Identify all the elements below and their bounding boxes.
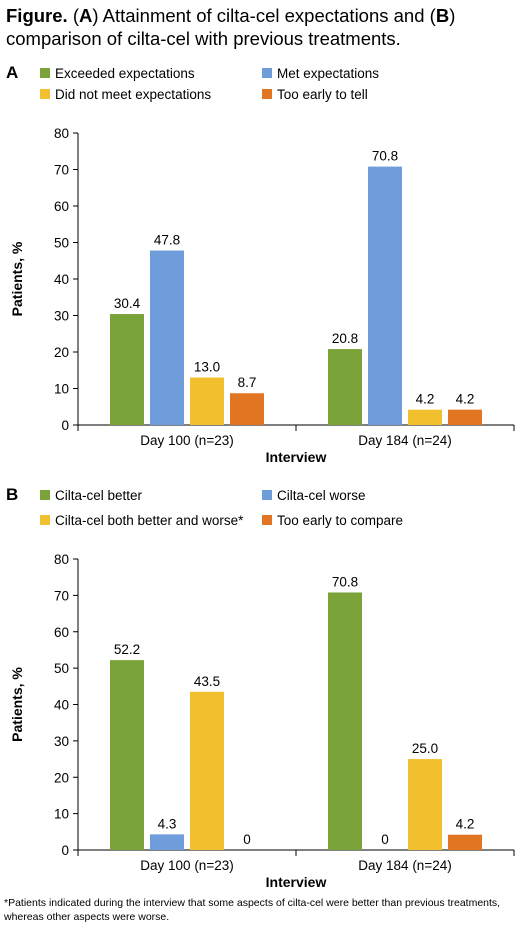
data-label-a-1-2: 4.2 — [416, 392, 435, 407]
chart-panel-b: B Cilta-cel better Cilta-cel worse Cilta-ce… — [6, 485, 515, 890]
figure-title-lead: Figure. — [6, 5, 68, 26]
bar-a-1-3 — [448, 409, 482, 425]
legend-swatch-b-1 — [262, 490, 272, 500]
bar-b-1-3 — [448, 834, 482, 850]
x-tick-label-b-0: Day 100 (n=23) — [140, 858, 233, 873]
y-axis-title-a: Patients, % — [9, 241, 25, 316]
legend-label-a-2: Did not meet expectations — [55, 87, 211, 102]
x-tick-label-a-0: Day 100 (n=23) — [140, 433, 233, 448]
bar-b-0-2 — [190, 691, 224, 850]
data-label-b-1-3: 4.2 — [456, 817, 475, 832]
x-axis-title-a: Interview — [266, 449, 327, 465]
y-tick-label-a-8: 80 — [54, 126, 69, 141]
y-tick-label-a-1: 10 — [54, 382, 69, 397]
y-tick-label-b-6: 60 — [54, 625, 69, 640]
bar-b-1-0 — [328, 592, 362, 850]
y-tick-label-a-5: 50 — [54, 236, 69, 251]
y-tick-label-a-3: 30 — [54, 309, 69, 324]
legend-swatch-a-1 — [262, 68, 272, 78]
y-tick-label-b-4: 40 — [54, 698, 69, 713]
data-label-b-1-0: 70.8 — [332, 574, 358, 589]
y-tick-label-a-0: 0 — [61, 418, 69, 433]
y-tick-label-b-5: 50 — [54, 661, 69, 676]
legend-label-b-1: Cilta-cel worse — [277, 488, 366, 503]
data-label-b-0-3: 0 — [243, 832, 251, 847]
data-label-a-1-3: 4.2 — [456, 392, 475, 407]
y-tick-label-b-0: 0 — [61, 843, 69, 858]
footnote: *Patients indicated during the interview… — [4, 897, 501, 923]
data-label-a-0-1: 47.8 — [154, 233, 180, 248]
y-tick-label-b-2: 20 — [54, 770, 69, 785]
x-axis-title-b: Interview — [266, 874, 327, 890]
legend-swatch-b-2 — [40, 515, 50, 525]
legend-label-a-0: Exceeded expectations — [55, 66, 195, 81]
legend-label-a-1: Met expectations — [277, 66, 379, 81]
x-tick-label-b-1: Day 184 (n=24) — [358, 858, 451, 873]
bar-b-1-2 — [408, 759, 442, 850]
y-tick-label-b-1: 10 — [54, 807, 69, 822]
bar-b-0-0 — [110, 660, 144, 850]
y-tick-label-b-3: 30 — [54, 734, 69, 749]
data-label-b-0-0: 52.2 — [114, 642, 140, 657]
bar-a-1-0 — [328, 349, 362, 425]
panel-letter-b: B — [6, 485, 18, 504]
data-label-a-1-1: 70.8 — [372, 149, 398, 164]
bar-a-0-2 — [190, 377, 224, 425]
y-tick-label-b-8: 80 — [54, 552, 69, 567]
data-label-b-0-2: 43.5 — [194, 674, 220, 689]
data-label-a-1-0: 20.8 — [332, 331, 358, 346]
figure-title-panel-b: B — [435, 5, 450, 26]
bar-a-0-3 — [230, 393, 264, 425]
legend-label-b-0: Cilta-cel better — [55, 488, 143, 503]
figure-title: Figure. (A) Attainment of cilta-cel expe… — [6, 4, 514, 50]
bar-a-1-2 — [408, 409, 442, 425]
data-label-a-0-0: 30.4 — [114, 296, 141, 311]
legend-label-b-2: Cilta-cel both better and worse* — [55, 513, 244, 528]
legend-swatch-a-0 — [40, 68, 50, 78]
data-label-a-0-3: 8.7 — [238, 375, 257, 390]
y-axis-title-b: Patients, % — [9, 667, 25, 742]
figure-title-p1: ( — [72, 5, 79, 26]
panel-letter-a: A — [6, 63, 18, 82]
data-label-b-1-2: 25.0 — [412, 741, 438, 756]
x-tick-label-a-1: Day 184 (n=24) — [358, 433, 451, 448]
bar-b-0-1 — [150, 834, 184, 850]
y-tick-label-a-2: 20 — [54, 345, 69, 360]
figure-title-p2: ) Attainment of cilta-cel expectations a… — [92, 5, 436, 26]
legend-label-a-3: Too early to tell — [277, 87, 368, 102]
bar-a-1-1 — [368, 166, 402, 425]
legend-swatch-a-3 — [262, 89, 272, 99]
legend-label-b-3: Too early to compare — [277, 513, 403, 528]
data-label-b-0-1: 4.3 — [158, 816, 177, 831]
data-label-a-0-2: 13.0 — [194, 360, 220, 375]
legend-swatch-b-0 — [40, 490, 50, 500]
figure-title-panel-a: A — [78, 5, 93, 26]
figure-title-p3: ) comparison of cilta-cel with previous … — [6, 5, 456, 49]
y-tick-label-a-6: 60 — [54, 199, 69, 214]
bar-a-0-1 — [150, 250, 184, 425]
legend-swatch-b-3 — [262, 515, 272, 525]
chart-panel-a: A Exceeded expectations Met expectations Di… — [6, 63, 515, 465]
legend-swatch-a-2 — [40, 89, 50, 99]
y-tick-label-a-4: 40 — [54, 272, 69, 287]
y-tick-label-a-7: 70 — [54, 163, 69, 178]
data-label-b-1-1: 0 — [381, 832, 389, 847]
y-tick-label-b-7: 70 — [54, 588, 69, 603]
bar-a-0-0 — [110, 314, 144, 425]
